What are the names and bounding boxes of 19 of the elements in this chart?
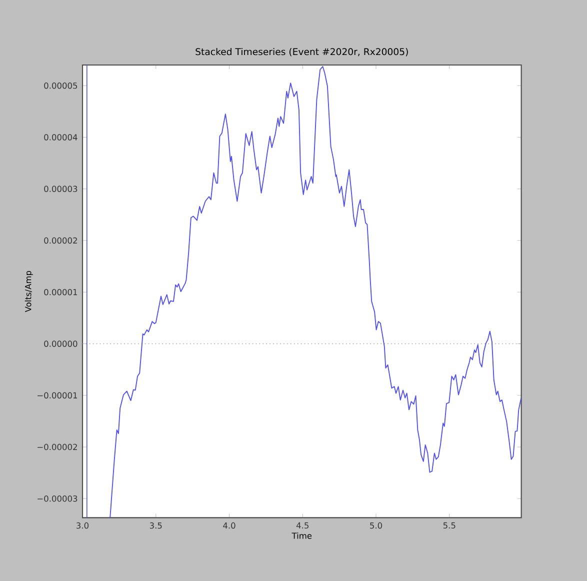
y-tick-label: 0.00001 xyxy=(44,288,78,296)
line-series xyxy=(110,66,522,518)
x-tick-label: 3.5 xyxy=(150,522,162,529)
x-axis-title: Time xyxy=(292,532,312,539)
x-tick-label: 4.0 xyxy=(223,522,236,529)
x-tick-label: 3.0 xyxy=(76,522,89,529)
y-tick-label: 0.00005 xyxy=(44,82,78,89)
x-tick-label: 5.0 xyxy=(370,522,382,529)
y-tick-label: 0.00003 xyxy=(44,186,78,192)
x-tick-label: 5.5 xyxy=(443,522,456,529)
y-tick-label: 0.00002 xyxy=(44,237,77,244)
y-tick-label: −0.00001 xyxy=(38,392,78,398)
y-tick-label: −0.00003 xyxy=(38,495,78,502)
y-tick-label: 0.00000 xyxy=(44,340,78,347)
x-tick-label: 4.5 xyxy=(296,522,308,529)
y-tick-label: −0.00002 xyxy=(38,444,77,450)
chart-title: Stacked Timeseries (Event #2020r, Rx20005) xyxy=(196,48,408,56)
y-axis-title: Volts/Amp xyxy=(24,270,33,312)
y-tick-label: 0.00004 xyxy=(44,134,78,140)
